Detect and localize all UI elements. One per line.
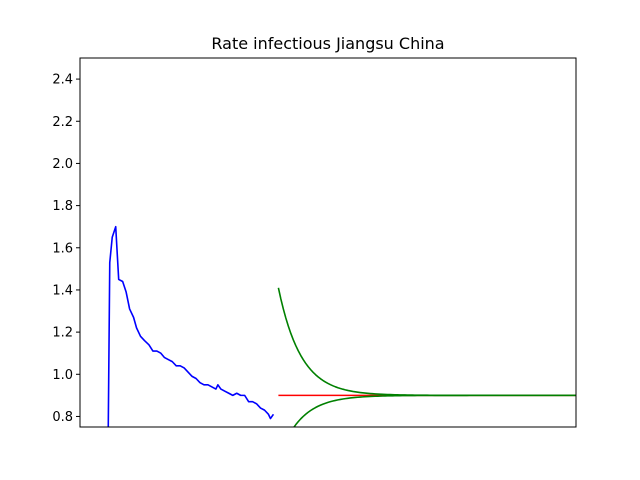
series-line-3 [277, 287, 576, 397]
y-tick-label: 2.2 [52, 115, 73, 130]
y-tick-label: 0.8 [52, 410, 73, 425]
y-axis: 0.8 1.0 1.2 1.4 1.6 1.8 2.0 2.2 2.4 [52, 73, 80, 425]
series-line-4 [293, 394, 576, 427]
y-tick-label: 1.4 [52, 283, 73, 298]
series-layer [107, 225, 576, 427]
y-tick-label: 1.6 [52, 241, 73, 256]
y-tick-label: 2.4 [52, 73, 73, 88]
plot-frame [79, 57, 577, 428]
y-tick-label: 1.2 [52, 326, 73, 341]
y-tick-label: 1.0 [52, 368, 73, 383]
chart-title: Rate infectious Jiangsu China [211, 34, 444, 53]
y-tick-label: 1.8 [52, 199, 73, 214]
series-line-1 [107, 225, 275, 427]
y-tick-label: 2.0 [52, 157, 73, 172]
